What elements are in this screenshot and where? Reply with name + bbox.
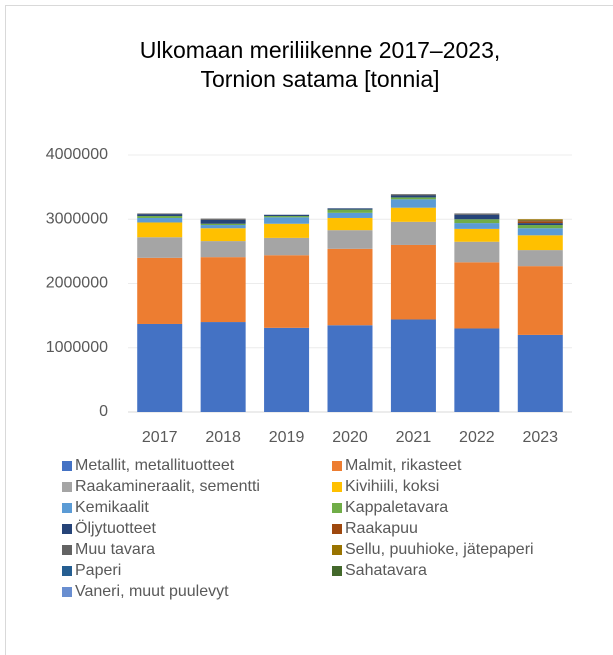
bar-segment [327, 208, 373, 210]
bar-segment [390, 319, 436, 412]
bar-segment [454, 214, 500, 220]
bar-segment [390, 221, 436, 245]
bar-segment [264, 327, 310, 412]
bar-segment [390, 195, 436, 198]
x-tick-label: 2019 [269, 429, 305, 446]
bar-segment [454, 328, 500, 412]
bar-segment [137, 216, 183, 218]
bar-segment [327, 212, 373, 218]
legend-label: Sahatavara [345, 562, 427, 579]
bar-segment [200, 223, 246, 226]
bar-segment [264, 255, 310, 328]
bar-segment [200, 228, 246, 242]
y-tick-label: 1000000 [46, 339, 108, 356]
bar-segment [454, 223, 500, 229]
legend-swatch [332, 545, 342, 555]
legend-label: Vaneri, muut puulevyt [75, 583, 229, 600]
legend-swatch [62, 545, 72, 555]
legend-label: Raakamineraalit, sementti [75, 478, 260, 495]
bar-segment [517, 221, 563, 224]
bar-segment [327, 217, 373, 231]
legend-swatch [62, 587, 72, 597]
bar-segment [390, 194, 436, 196]
bar-segment [517, 228, 563, 236]
bar-segment [390, 244, 436, 320]
x-tick-label: 2023 [522, 429, 558, 446]
x-tick-label: 2020 [332, 429, 368, 446]
bar-segment [517, 266, 563, 335]
bar-segment [327, 248, 373, 326]
bar-segment [390, 197, 436, 200]
bar-segment [137, 217, 183, 223]
legend-swatch [332, 566, 342, 576]
legend-swatch [62, 503, 72, 513]
chart-title: Ulkomaan meriliikenne 2017–2023, Tornion… [139, 37, 501, 92]
bar-segment [454, 262, 500, 329]
bar-segment [200, 219, 246, 224]
bar-segment [517, 250, 563, 267]
bar-segment [327, 209, 373, 213]
legend-swatch [332, 503, 342, 513]
bar-segment [137, 237, 183, 258]
bar-segment [264, 237, 310, 256]
y-tick-label: 2000000 [46, 275, 108, 292]
legend-label: Paperi [75, 562, 121, 579]
bar-segment [137, 257, 183, 324]
y-tick-label: 0 [99, 403, 108, 420]
legend-swatch [332, 461, 342, 471]
legend-label: Kivihiili, koksi [345, 478, 439, 495]
bar-segment [454, 241, 500, 263]
legend-label: Kappaletavara [345, 499, 448, 516]
legend-label: Metallit, metallituotteet [75, 457, 235, 474]
legend-swatch [62, 482, 72, 492]
x-tick-label: 2018 [205, 429, 241, 446]
bar-segment [454, 213, 500, 215]
legend-swatch [62, 461, 72, 471]
legend-label: Öljytuotteet [75, 519, 156, 537]
x-tick-label: 2017 [142, 429, 178, 446]
bar-segment [517, 219, 563, 221]
bar-segment [137, 214, 183, 217]
legend-swatch [62, 566, 72, 576]
bar-segment [137, 222, 183, 238]
y-tick-label: 4000000 [46, 146, 108, 163]
bar-segment [200, 225, 246, 229]
bar-segment [200, 322, 246, 412]
legend-swatch [332, 482, 342, 492]
legend-label: Malmit, rikasteet [345, 457, 462, 474]
bar-segment [200, 241, 246, 258]
bar-segment [264, 223, 310, 238]
bar-segment [454, 219, 500, 224]
bar-segment [264, 214, 310, 217]
legend-label: Kemikaalit [75, 499, 149, 516]
legend-label: Muu tavara [75, 541, 155, 558]
bar-segment [200, 218, 246, 220]
bar-segment [517, 220, 563, 222]
bar-segment [390, 207, 436, 222]
legend-swatch [332, 524, 342, 534]
bar-segment [264, 216, 310, 218]
bar-segment [264, 217, 310, 224]
y-tick-label: 3000000 [46, 210, 108, 227]
bar-segment [200, 257, 246, 323]
x-tick-label: 2021 [396, 429, 432, 446]
legend-label: Sellu, puuhioke, jätepaperi [345, 541, 534, 558]
x-tick-label: 2022 [459, 429, 495, 446]
legend-label: Raakapuu [345, 520, 418, 537]
bar-segment [137, 323, 183, 412]
bar-segment [517, 223, 563, 226]
bar-segment [517, 334, 563, 412]
bar-segment [137, 213, 183, 215]
chart-border [5, 5, 613, 655]
legend-swatch [62, 524, 72, 534]
bar-segment [517, 225, 563, 229]
bar-segment [390, 199, 436, 208]
bar-segment [327, 230, 373, 249]
bar-segment [517, 235, 563, 251]
bar-segment [454, 228, 500, 242]
bar-segment [327, 325, 373, 412]
